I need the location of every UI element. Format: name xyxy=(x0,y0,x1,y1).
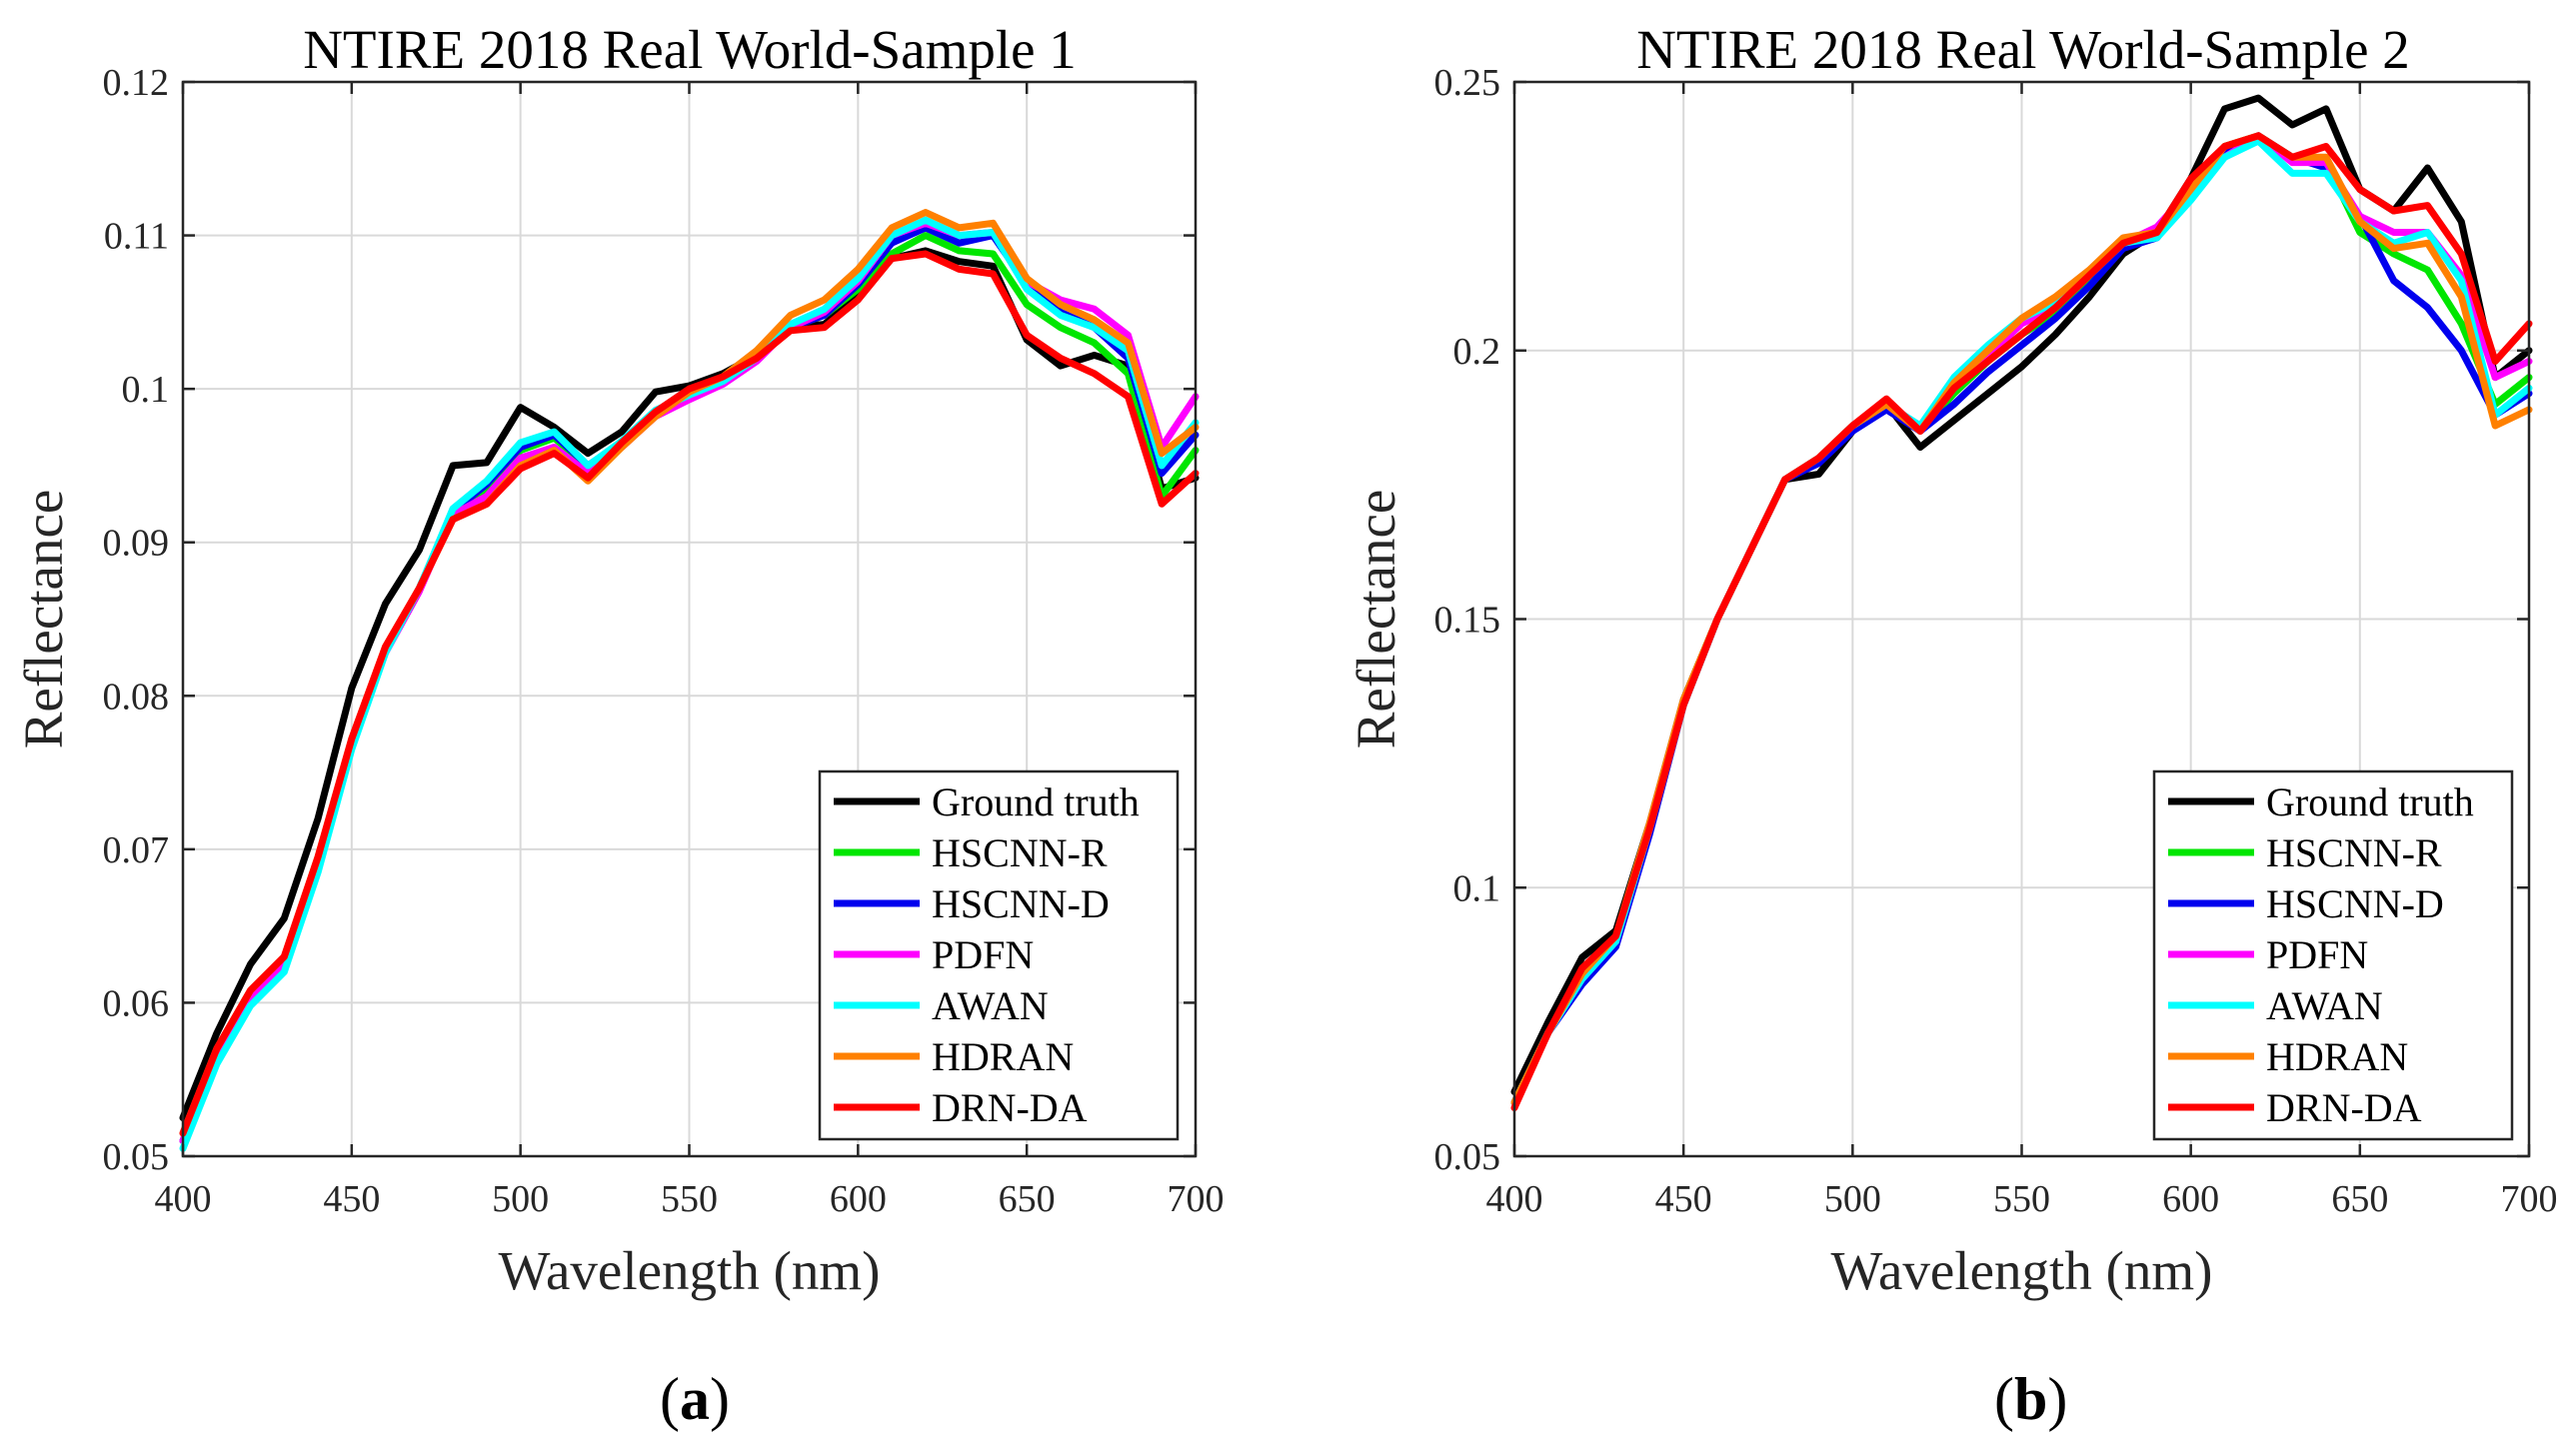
legend-label: DRN-DA xyxy=(932,1085,1088,1130)
chart-title: NTIRE 2018 Real World-Sample 1 xyxy=(303,19,1077,80)
x-tick-label: 400 xyxy=(155,1178,212,1220)
panel-label: (b) xyxy=(1994,1366,2067,1432)
y-tick-label: 0.2 xyxy=(1453,331,1501,373)
series-line-drn-da xyxy=(179,250,1200,1137)
x-tick-label: 700 xyxy=(2501,1178,2558,1220)
legend-label: HSCNN-D xyxy=(932,881,1110,926)
legend-label: AWAN xyxy=(932,983,1049,1028)
x-axis-label: Wavelength (nm) xyxy=(499,1240,881,1301)
legend-label: DRN-DA xyxy=(2266,1085,2422,1130)
x-tick-label: 450 xyxy=(1655,1178,1712,1220)
legend: Ground truth HSCNN-R HSCNN-D PDFN AWAN HDRAN D… xyxy=(818,769,1180,1141)
panel-label-letter: a xyxy=(680,1366,710,1432)
y-axis-label: Reflectance xyxy=(1345,490,1406,749)
legend-label: HSCNN-R xyxy=(2266,830,2442,875)
x-tick-label: 550 xyxy=(661,1178,718,1220)
y-tick-label: 0.12 xyxy=(103,62,170,104)
y-tick-label: 0.05 xyxy=(103,1136,170,1178)
legend-label: HSCNN-D xyxy=(2266,881,2444,926)
y-tick-label: 0.08 xyxy=(103,676,170,718)
panel-label-letter: b xyxy=(2014,1366,2047,1432)
x-tick-label: 600 xyxy=(830,1178,887,1220)
series-line-drn-da xyxy=(1510,132,2533,1112)
series-lines xyxy=(179,209,1200,1152)
x-tick-label: 600 xyxy=(2162,1178,2219,1220)
x-tick-label: 500 xyxy=(492,1178,549,1220)
panel-label-close: ) xyxy=(710,1366,730,1432)
legend-label: PDFN xyxy=(2266,932,2368,977)
y-tick-label: 0.09 xyxy=(103,523,170,565)
legend-label: PDFN xyxy=(932,932,1034,977)
y-tick-label: 0.1 xyxy=(1453,867,1501,909)
y-axis-label: Reflectance xyxy=(13,490,74,749)
panel-b: 400 450 500 550 600 650 700 0.05 0.1 0.15 0.2 0.25 N… xyxy=(1345,19,2558,1432)
legend-label: HSCNN-R xyxy=(932,830,1108,875)
y-tick-label: 0.1 xyxy=(122,369,170,411)
series-lines xyxy=(1510,94,2533,1112)
y-tick-label: 0.05 xyxy=(1434,1136,1501,1178)
x-tick-label: 650 xyxy=(2331,1178,2388,1220)
panel-a: 400 450 500 550 600 650 700 0.05 0.06 0.07 0.08 0.0… xyxy=(13,19,1225,1432)
x-tick-label: 650 xyxy=(999,1178,1056,1220)
x-axis-label: Wavelength (nm) xyxy=(1831,1240,2213,1301)
legend-label: AWAN xyxy=(2266,983,2383,1028)
panel-label: (a) xyxy=(660,1366,730,1432)
legend-label: HDRAN xyxy=(2266,1034,2408,1079)
x-tick-label: 700 xyxy=(1168,1178,1225,1220)
legend-label: HDRAN xyxy=(932,1034,1074,1079)
x-tick-label: 550 xyxy=(1993,1178,2050,1220)
legend-label: Ground truth xyxy=(932,779,1140,824)
panel-label-open: ( xyxy=(1994,1366,2014,1432)
x-tick-label: 450 xyxy=(323,1178,380,1220)
legend: Ground truth HSCNN-R HSCNN-D PDFN AWAN HDRAN D… xyxy=(2152,769,2514,1141)
panel-label-open: ( xyxy=(660,1366,680,1432)
x-tick-label: 400 xyxy=(1486,1178,1543,1220)
y-tick-label: 0.15 xyxy=(1434,600,1501,642)
y-tick-label: 0.07 xyxy=(103,829,170,871)
x-tick-label: 500 xyxy=(1824,1178,1881,1220)
y-tick-label: 0.11 xyxy=(104,216,169,258)
legend-label: Ground truth xyxy=(2266,779,2474,824)
y-tick-label: 0.06 xyxy=(103,982,170,1024)
panel-label-close: ) xyxy=(2047,1366,2067,1432)
chart-title: NTIRE 2018 Real World-Sample 2 xyxy=(1636,19,2410,80)
y-tick-label: 0.25 xyxy=(1434,62,1501,104)
